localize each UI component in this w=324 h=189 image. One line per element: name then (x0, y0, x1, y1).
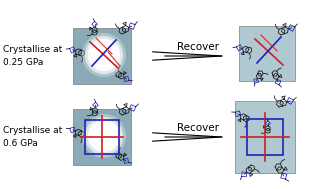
Text: Recover: Recover (177, 123, 219, 133)
FancyBboxPatch shape (73, 28, 131, 84)
Circle shape (88, 39, 120, 71)
FancyBboxPatch shape (235, 101, 295, 173)
Circle shape (85, 117, 123, 155)
Circle shape (91, 123, 117, 149)
Circle shape (85, 36, 123, 74)
Circle shape (91, 42, 117, 68)
Circle shape (82, 114, 126, 158)
Circle shape (82, 33, 126, 77)
FancyBboxPatch shape (239, 26, 295, 81)
Text: Crystallise at
0.25 GPa: Crystallise at 0.25 GPa (3, 45, 62, 67)
Text: Recover: Recover (177, 42, 219, 52)
Text: Crystallise at
0.6 GPa: Crystallise at 0.6 GPa (3, 126, 62, 148)
FancyBboxPatch shape (73, 109, 131, 165)
Circle shape (88, 120, 120, 152)
